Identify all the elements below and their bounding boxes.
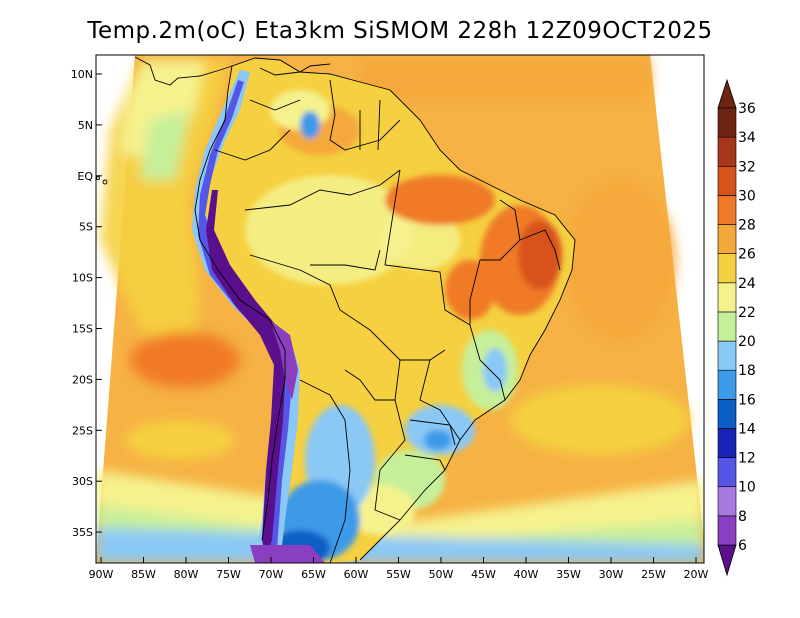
colorbar-label: 26: [738, 247, 756, 263]
colorbar-label: 6: [738, 538, 747, 554]
colorbar-segment: [717, 428, 737, 458]
colorbar-segment: [717, 195, 737, 225]
colorbar-label: 34: [738, 130, 756, 146]
colorbar-label: 30: [738, 188, 756, 204]
colorbar-segment: [717, 224, 737, 254]
lon-label: 70W: [259, 568, 284, 581]
lon-label: 55W: [386, 568, 411, 581]
colorbar-segment: [717, 311, 737, 342]
colorbar-segment: [717, 165, 737, 196]
colorbar-label: 28: [738, 218, 756, 234]
colorbar: 6 8 10 12 14 16 18 20 22 24 26 28 30 32 34 36: [717, 78, 756, 577]
lon-label: 40W: [514, 568, 539, 581]
lat-label: 35S: [72, 526, 93, 539]
latitude-axis: 10N 5N EQ 5S 10S 15S 20S 25S 30S 35S: [71, 68, 102, 539]
colorbar-label: 12: [738, 451, 756, 467]
lon-label: 50W: [429, 568, 454, 581]
colorbar-label: 10: [738, 480, 756, 496]
lon-label: 85W: [131, 568, 156, 581]
colorbar-label: 16: [738, 392, 756, 408]
map-field: [96, 55, 704, 563]
plot-frame: [95, 54, 705, 564]
lat-label: 30S: [72, 475, 93, 488]
colorbar-top-arrow: [717, 78, 737, 109]
lat-label: 25S: [72, 424, 93, 437]
colorbar-segment: [717, 340, 737, 371]
colorbar-label: 8: [738, 509, 747, 525]
colorbar-label: 24: [738, 276, 756, 292]
colorbar-segment: [717, 369, 737, 400]
colorbar-label: 22: [738, 305, 756, 321]
lat-label: 10N: [71, 68, 93, 81]
lat-label: 5N: [78, 119, 93, 132]
colorbar-segment: [717, 107, 737, 138]
border-lines: [194, 57, 576, 563]
colorbar-label: 20: [738, 334, 756, 350]
lon-label: 20W: [684, 568, 709, 581]
lon-label: 35W: [556, 568, 581, 581]
colorbar-bottom-arrow: [717, 544, 737, 577]
lon-label: 25W: [641, 568, 666, 581]
colorbar-label: 18: [738, 363, 756, 379]
colorbar-segment: [717, 253, 737, 284]
lon-label: 65W: [301, 568, 326, 581]
lon-label: 60W: [344, 568, 369, 581]
colorbar-label: 32: [738, 159, 756, 175]
lon-label: 80W: [174, 568, 199, 581]
colorbar-label: 14: [738, 421, 756, 437]
lat-label: 20S: [72, 373, 93, 386]
colorbar-segment: [717, 399, 737, 429]
lon-label: 90W: [89, 568, 114, 581]
colorbar-segment: [717, 136, 737, 167]
colorbar-segment: [717, 457, 737, 488]
colorbar-label: 36: [738, 101, 756, 117]
longitude-axis: 90W 85W 80W 75W 70W 65W 60W 55W 50W 45W 40W 35W 30W 2…: [89, 557, 709, 581]
lat-label: 10S: [72, 272, 93, 285]
lat-label: 15S: [72, 323, 93, 336]
colorbar-segment: [717, 486, 737, 517]
colorbar-segment: [717, 515, 737, 546]
map-title: Temp.2m(oC) Eta3km SiSMOM 228h 12Z09OCT2…: [87, 18, 713, 44]
lon-label: 75W: [216, 568, 241, 581]
lon-label: 45W: [471, 568, 496, 581]
lon-label: 30W: [599, 568, 624, 581]
lat-label: 5S: [79, 221, 93, 234]
colorbar-segment: [717, 282, 737, 313]
lat-label: EQ: [77, 170, 93, 183]
